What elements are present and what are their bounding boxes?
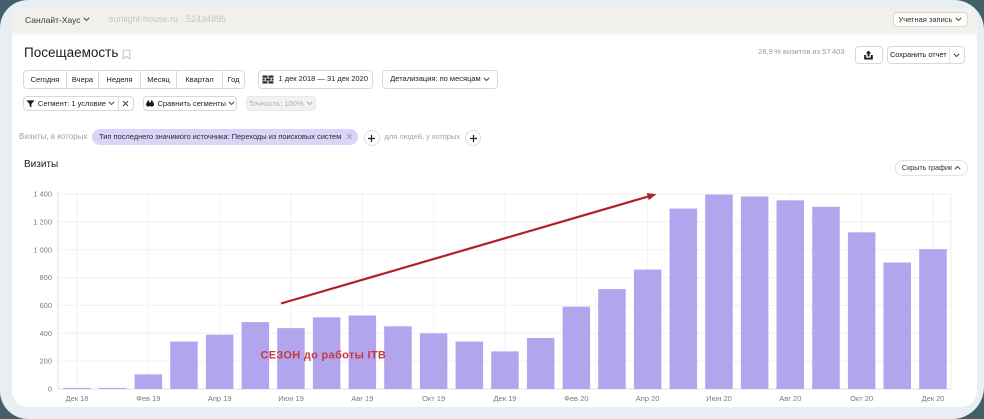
svg-text:400: 400: [39, 329, 52, 338]
svg-text:1 400: 1 400: [33, 190, 52, 199]
svg-text:Фев 19: Фев 19: [136, 394, 160, 403]
svg-text:СЕЗОН до работы ITB: СЕЗОН до работы ITB: [261, 350, 387, 362]
svg-text:Окт 20: Окт 20: [850, 394, 873, 403]
svg-text:Апр 19: Апр 19: [208, 394, 232, 403]
svg-text:Окт 19: Окт 19: [422, 394, 445, 403]
svg-text:Июн 19: Июн 19: [278, 394, 304, 403]
svg-text:600: 600: [39, 301, 52, 310]
svg-text:1 200: 1 200: [33, 218, 52, 227]
svg-text:Апр 20: Апр 20: [636, 394, 660, 403]
svg-text:1 000: 1 000: [33, 245, 52, 254]
svg-text:Фев 20: Фев 20: [564, 394, 588, 403]
svg-text:Июн 20: Июн 20: [706, 394, 732, 403]
svg-text:Дек 18: Дек 18: [66, 394, 89, 403]
svg-text:Дек 20: Дек 20: [922, 394, 945, 403]
svg-text:200: 200: [39, 357, 52, 366]
svg-text:800: 800: [39, 273, 52, 282]
svg-text:Дек 19: Дек 19: [494, 394, 517, 403]
svg-text:Авг 20: Авг 20: [779, 394, 801, 403]
svg-text:Авг 19: Авг 19: [351, 394, 373, 403]
svg-text:0: 0: [48, 385, 52, 394]
